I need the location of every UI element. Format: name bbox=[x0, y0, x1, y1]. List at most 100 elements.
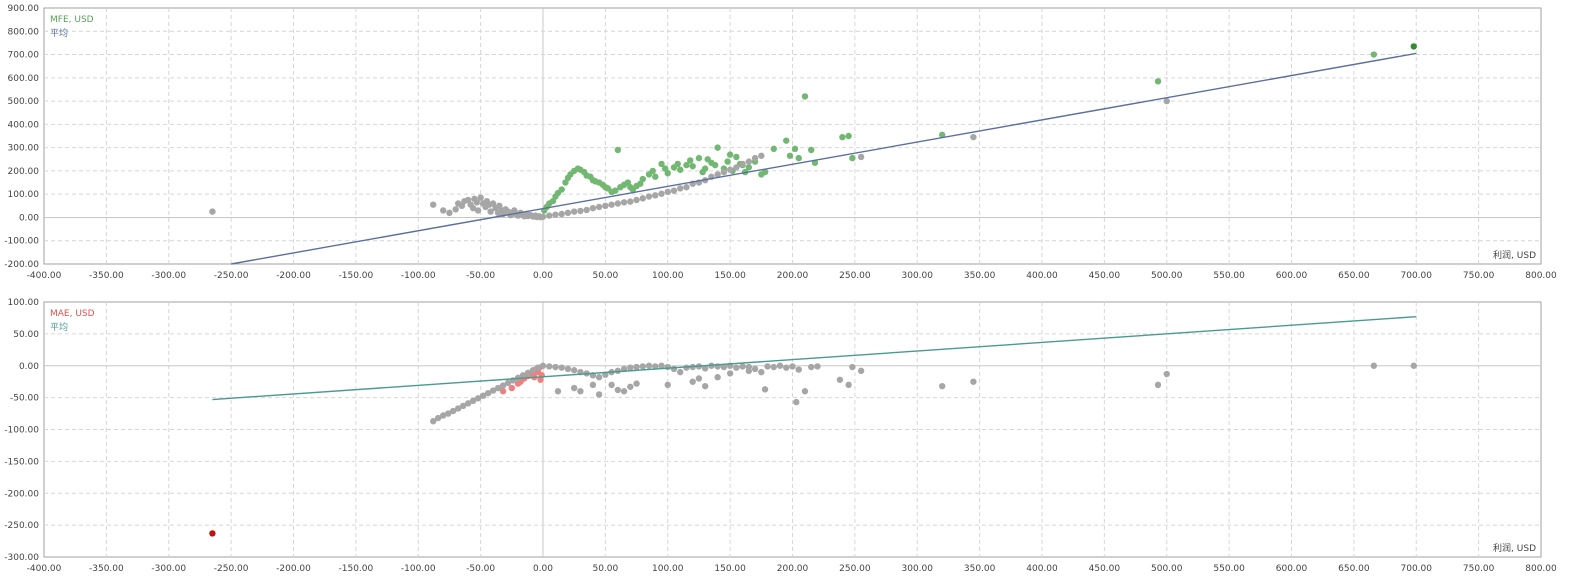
y-tick-label: 700.00 bbox=[8, 51, 40, 61]
data-point bbox=[764, 363, 771, 370]
data-point bbox=[783, 137, 790, 144]
data-point bbox=[677, 368, 684, 376]
y-tick-label: -100.00 bbox=[4, 426, 39, 436]
data-point bbox=[733, 364, 740, 371]
y-tick-label: 200.00 bbox=[8, 167, 40, 177]
x-tick-label: 300.00 bbox=[902, 564, 934, 574]
data-point bbox=[770, 363, 777, 371]
x-tick-label: 50.00 bbox=[592, 564, 618, 574]
x-tick-label: 100.00 bbox=[652, 564, 684, 574]
data-point bbox=[745, 158, 753, 165]
data-point bbox=[701, 165, 709, 172]
x-tick-label: -200.00 bbox=[276, 271, 311, 281]
data-point bbox=[627, 364, 634, 371]
data-point bbox=[689, 378, 696, 385]
data-point bbox=[473, 199, 481, 206]
data-point bbox=[652, 363, 659, 370]
data-point bbox=[633, 380, 640, 387]
data-point bbox=[649, 167, 656, 175]
x-tick-label: 0.00 bbox=[533, 271, 553, 281]
data-point bbox=[695, 154, 703, 162]
x-tick-label: 700.00 bbox=[1401, 564, 1433, 574]
x-tick-label: 300.00 bbox=[902, 271, 934, 281]
data-point bbox=[554, 388, 562, 395]
data-point bbox=[446, 209, 453, 216]
data-point bbox=[1154, 78, 1162, 85]
data-point bbox=[633, 363, 640, 371]
data-point bbox=[795, 154, 802, 162]
data-point bbox=[558, 186, 565, 193]
y-tick-label: 0.00 bbox=[19, 362, 39, 372]
x-tick-label: 200.00 bbox=[777, 271, 809, 281]
data-point bbox=[791, 145, 799, 152]
legend-label: MFE, USD bbox=[50, 15, 94, 25]
legend-label: 平均 bbox=[50, 321, 68, 333]
x-tick-label: 400.00 bbox=[1026, 564, 1058, 574]
data-point bbox=[801, 93, 809, 100]
data-point bbox=[795, 366, 802, 373]
data-point bbox=[564, 209, 572, 216]
data-point bbox=[614, 146, 622, 154]
data-point bbox=[484, 389, 492, 397]
data-point bbox=[464, 400, 472, 407]
data-point bbox=[770, 145, 777, 152]
data-point bbox=[577, 207, 584, 215]
data-point bbox=[595, 391, 603, 398]
data-point bbox=[689, 163, 696, 170]
data-point bbox=[783, 364, 790, 371]
data-point bbox=[701, 365, 709, 372]
x-tick-label: 250.00 bbox=[839, 564, 871, 574]
data-point bbox=[449, 407, 457, 415]
x-tick-label: -400.00 bbox=[27, 564, 62, 574]
data-point bbox=[477, 194, 484, 201]
data-point bbox=[745, 367, 753, 375]
series-mark-1 bbox=[209, 530, 216, 537]
data-point bbox=[970, 378, 977, 385]
x-tick-label: 350.00 bbox=[964, 564, 996, 574]
data-point bbox=[639, 363, 646, 370]
data-point bbox=[664, 363, 671, 371]
data-point bbox=[670, 365, 678, 373]
data-point bbox=[602, 202, 609, 210]
data-point bbox=[570, 384, 578, 392]
data-point bbox=[857, 367, 865, 375]
y-tick-label: 600.00 bbox=[8, 74, 40, 84]
legend-label: MAE, USD bbox=[50, 309, 95, 319]
x-tick-label: 650.00 bbox=[1338, 271, 1370, 281]
data-point bbox=[1163, 370, 1170, 378]
data-point bbox=[469, 397, 477, 405]
data-point bbox=[674, 160, 681, 168]
data-point bbox=[209, 208, 216, 215]
data-point bbox=[489, 387, 497, 394]
data-point bbox=[808, 363, 815, 371]
data-point bbox=[970, 133, 977, 141]
x-tick-label: 600.00 bbox=[1276, 271, 1308, 281]
x-tick-label: 100.00 bbox=[652, 271, 684, 281]
x-tick-label: 750.00 bbox=[1463, 564, 1495, 574]
x-tick-label: 700.00 bbox=[1401, 271, 1433, 281]
x-tick-label: -400.00 bbox=[27, 271, 62, 281]
y-tick-label: 100.00 bbox=[8, 298, 40, 308]
y-tick-label: -200.00 bbox=[4, 489, 39, 499]
data-point bbox=[474, 395, 482, 402]
data-point bbox=[487, 208, 494, 215]
data-point bbox=[499, 388, 507, 395]
y-tick-label: -250.00 bbox=[4, 521, 39, 531]
data-point bbox=[444, 410, 452, 417]
x-tick-label: -150.00 bbox=[339, 564, 374, 574]
x-tick-label: -300.00 bbox=[151, 271, 186, 281]
data-point bbox=[494, 384, 502, 392]
data-point bbox=[1370, 51, 1378, 58]
data-point bbox=[758, 152, 765, 159]
data-point bbox=[558, 210, 565, 218]
x-tick-label: 650.00 bbox=[1338, 564, 1370, 574]
x-tick-label: 750.00 bbox=[1463, 271, 1495, 281]
data-point bbox=[711, 161, 719, 169]
series-mark-1 bbox=[1410, 43, 1417, 50]
y-tick-label: 900.00 bbox=[8, 4, 40, 14]
x-tick-label: -250.00 bbox=[214, 271, 249, 281]
data-point bbox=[1163, 97, 1170, 105]
legend-label: 平均 bbox=[50, 27, 68, 39]
x-tick-label: 350.00 bbox=[964, 271, 996, 281]
data-point bbox=[845, 132, 852, 140]
